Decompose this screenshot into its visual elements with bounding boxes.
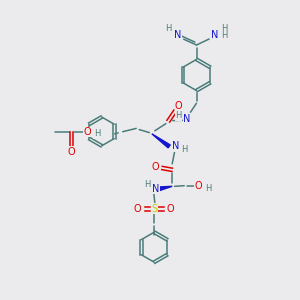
Text: O: O [167, 204, 175, 214]
Text: N: N [172, 141, 179, 152]
Text: H: H [182, 146, 188, 154]
Text: H: H [221, 24, 227, 33]
Text: O: O [83, 127, 91, 137]
Text: N: N [183, 114, 190, 124]
Text: O: O [68, 146, 75, 157]
Text: H: H [221, 32, 227, 40]
Text: O: O [175, 100, 183, 111]
Text: O: O [151, 162, 159, 172]
Text: S: S [151, 204, 157, 214]
Polygon shape [159, 186, 172, 191]
Text: H: H [165, 24, 172, 33]
Text: H: H [94, 129, 100, 138]
Text: H: H [144, 180, 151, 189]
Text: N: N [174, 30, 182, 40]
Polygon shape [152, 134, 170, 148]
Text: O: O [134, 204, 142, 214]
Text: N: N [152, 184, 160, 194]
Text: O: O [195, 181, 203, 191]
Text: H: H [205, 184, 212, 193]
Text: H: H [175, 111, 182, 120]
Text: N: N [212, 30, 219, 40]
